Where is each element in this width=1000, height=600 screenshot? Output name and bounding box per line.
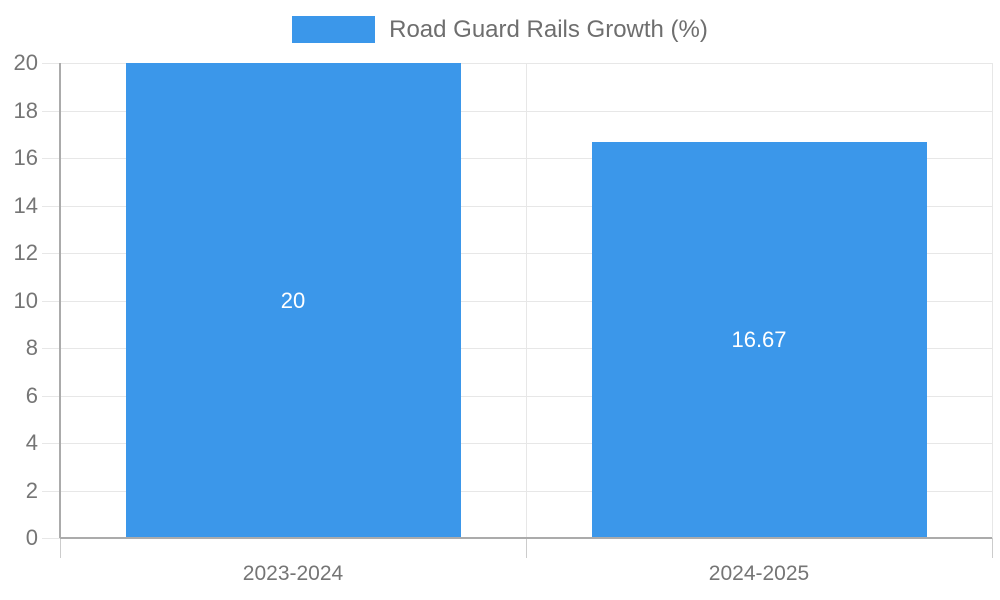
- gridline: [42, 111, 992, 112]
- y-tick-label: 18: [13, 98, 38, 123]
- y-tick-label: 20: [13, 50, 38, 75]
- gridline: [992, 63, 993, 538]
- gridline: [42, 301, 992, 302]
- axis-tick: [992, 538, 993, 558]
- bar-value-label: 20: [280, 288, 306, 313]
- gridline: [42, 491, 992, 492]
- legend-swatch: [292, 16, 376, 43]
- gridline: [526, 63, 527, 538]
- x-axis-line: [60, 537, 992, 539]
- gridline: [42, 253, 992, 254]
- bar-value-label: 16.67: [731, 327, 787, 352]
- y-tick-label: 4: [25, 430, 38, 455]
- y-tick-label: 2: [25, 478, 38, 503]
- y-tick-label: 14: [13, 193, 38, 218]
- bar: [126, 63, 461, 538]
- gridline: [42, 63, 992, 64]
- gridline: [42, 158, 992, 159]
- gridline: [42, 348, 992, 349]
- x-tick-label: 2023-2024: [242, 562, 344, 585]
- y-tick-label: 8: [25, 335, 38, 360]
- gridline: [42, 396, 992, 397]
- y-tick-label: 0: [25, 525, 38, 550]
- legend-label: Road Guard Rails Growth (%): [389, 16, 708, 43]
- chart-legend: Road Guard Rails Growth (%): [0, 16, 1000, 43]
- x-tick-label: 2024-2025: [708, 562, 810, 585]
- y-tick-label: 6: [25, 383, 38, 408]
- y-tick-label: 16: [13, 145, 38, 170]
- gridline: [42, 443, 992, 444]
- y-tick-label: 12: [13, 240, 38, 265]
- bar: [592, 142, 927, 538]
- y-tick-label: 10: [13, 288, 38, 313]
- axis-tick: [526, 538, 527, 558]
- y-axis-line: [59, 63, 61, 538]
- axis-tick: [60, 538, 61, 558]
- gridline: [42, 206, 992, 207]
